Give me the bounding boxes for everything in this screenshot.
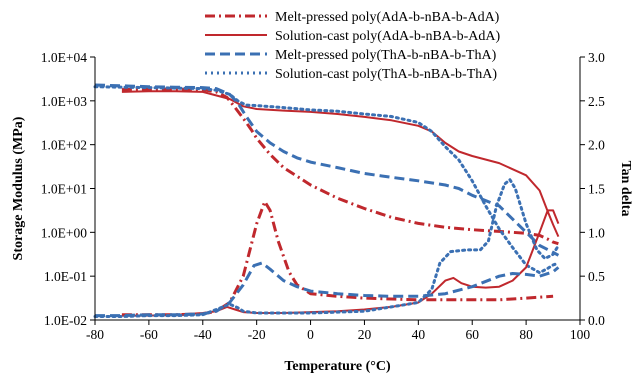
y2-tick-label: 0.5 [588, 269, 605, 284]
series-line-4 [121, 200, 554, 317]
y-tick-label: 1.0E+00 [41, 225, 87, 240]
plot-area [93, 83, 560, 318]
y-tick-label: 1.0E+01 [41, 182, 87, 197]
x-tick-label: 40 [412, 327, 426, 342]
y-tick-label: 1.0E+04 [41, 50, 87, 65]
y-tick-label: 1.0E-01 [44, 269, 87, 284]
y-tick-label: 1.0E+03 [41, 94, 87, 109]
legend-label-3: Solution-cast poly(ThA-b-nBA-b-ThA) [275, 67, 497, 82]
series-line-2 [94, 83, 560, 257]
y2-tick-label: 0.0 [588, 313, 605, 328]
y2-axis-label: Tan delta [618, 161, 633, 217]
legend-label-0: Melt-pressed poly(AdA-b-nBA-b-AdA) [275, 10, 500, 25]
series-line-7 [93, 178, 560, 318]
x-tick-label: -80 [86, 327, 104, 342]
x-axis-label: Temperature (°C) [284, 359, 391, 374]
y-tick-label: 1.0E-02 [44, 313, 87, 328]
y-tick-label: 1.0E+02 [41, 138, 87, 153]
legend-label-2: Melt-pressed poly(ThA-b-nBA-b-ThA) [275, 48, 497, 63]
x-tick-label: 100 [570, 327, 591, 342]
series-line-6 [95, 261, 560, 318]
axes: -80 -60 -40 -20 0 20 40 60 80 100 1.0E-02 1.0E-01 1.… [41, 50, 605, 342]
series-line-1 [121, 90, 560, 238]
y2-tick-label: 1.0 [588, 225, 605, 240]
x-tick-label: 80 [519, 327, 533, 342]
x-tick-label: 20 [358, 327, 372, 342]
series-line-3 [93, 85, 560, 275]
x-tick-label: -60 [140, 327, 158, 342]
x-tick-label: 60 [465, 327, 479, 342]
y2-tick-label: 2.0 [588, 138, 605, 153]
y2-tick-label: 3.0 [588, 50, 605, 65]
y2-tick-label: 2.5 [588, 94, 605, 109]
y2-tick-label: 1.5 [588, 182, 605, 197]
x-tick-label: -20 [248, 327, 266, 342]
y-axis-label: Storage Modulus (MPa) [11, 116, 26, 260]
x-tick-label: -40 [194, 327, 212, 342]
x-tick-label: 0 [307, 327, 314, 342]
legend-label-1: Solution-cast poly(AdA-b-nBA-b-AdA) [275, 29, 500, 44]
legend: Melt-pressed poly(AdA-b-nBA-b-AdA) Soluti… [205, 10, 500, 82]
series-line-0 [121, 87, 559, 246]
